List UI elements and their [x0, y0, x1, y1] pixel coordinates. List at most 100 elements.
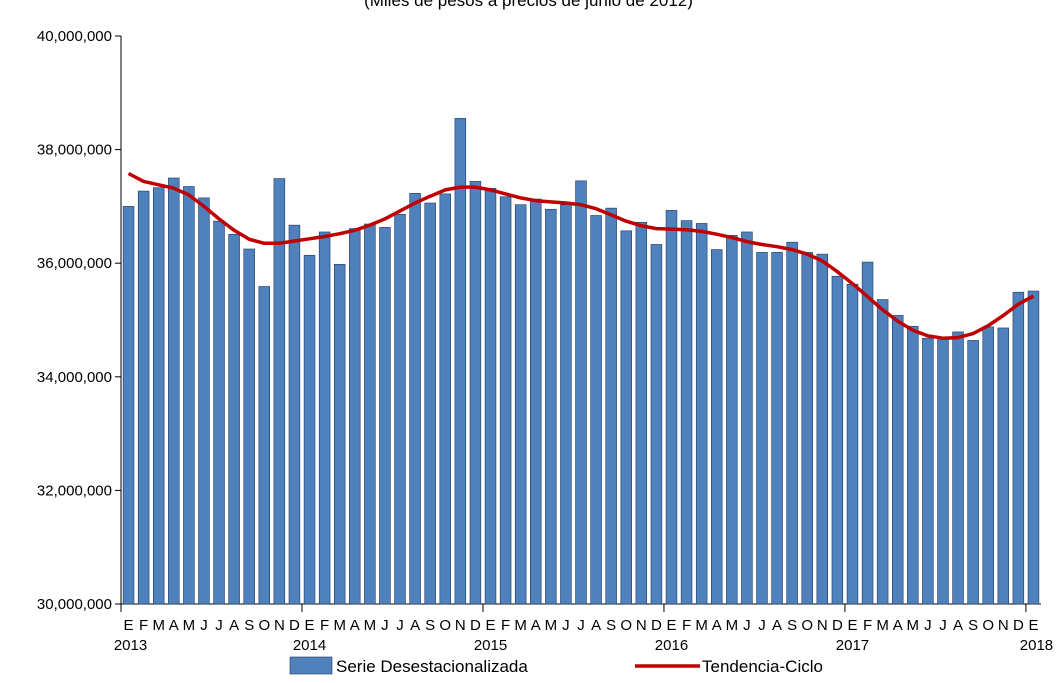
month-tick-label: E [124, 617, 134, 634]
bar [695, 223, 708, 605]
bar [545, 208, 557, 605]
bar [228, 233, 240, 605]
bar [137, 190, 150, 605]
month-tick-label: J [577, 617, 585, 634]
month-tick-label: S [968, 617, 978, 634]
month-tick-label: M [695, 617, 708, 634]
month-tick-label: A [953, 617, 963, 634]
bar [1027, 290, 1040, 605]
bar [680, 220, 693, 605]
month-tick-label: A [410, 617, 420, 634]
bar [967, 340, 979, 605]
month-tick-label: E [847, 617, 857, 634]
year-tick-label: 2018 [1020, 637, 1053, 654]
month-tick-label: F [501, 617, 510, 634]
bar [741, 231, 753, 605]
month-tick-label: N [817, 617, 828, 634]
month-tick-label: A [772, 617, 782, 634]
bar [243, 248, 255, 605]
month-tick-label: J [396, 617, 404, 634]
month-tick-label: D [470, 617, 481, 634]
bar [424, 202, 436, 605]
month-tick-label: J [939, 617, 947, 634]
month-tick-label: J [200, 617, 208, 634]
bar [439, 193, 451, 605]
bar [183, 186, 195, 605]
month-tick-label: J [562, 617, 570, 634]
bar [605, 207, 617, 605]
bar [861, 261, 874, 605]
month-tick-label: N [274, 617, 285, 634]
bar [454, 118, 467, 605]
year-tick-label: 2017 [836, 637, 869, 654]
y-tick-label: 34,000,000 [37, 369, 112, 386]
month-tick-label: J [215, 617, 223, 634]
bar [303, 254, 316, 605]
month-tick-label: E [305, 617, 315, 634]
bar [726, 235, 738, 605]
month-tick-label: O [801, 617, 813, 634]
bar [937, 337, 949, 605]
month-tick-label: O [620, 617, 632, 634]
month-tick-label: M [876, 617, 889, 634]
bar [590, 215, 602, 605]
month-tick-label: S [425, 617, 435, 634]
bar [394, 214, 406, 605]
month-tick-label: E [486, 617, 496, 634]
bar [786, 241, 798, 605]
bar [258, 286, 271, 605]
month-tick-label: A [531, 617, 541, 634]
month-tick-label: M [152, 617, 165, 634]
month-tick-label: F [682, 617, 691, 634]
bar [801, 252, 813, 605]
legend-label-bars: Serie Desestacionalizada [336, 657, 528, 676]
bar [198, 197, 210, 605]
bar [575, 180, 587, 605]
month-tick-label: N [636, 617, 647, 634]
bar [635, 222, 648, 605]
month-tick-label: F [139, 617, 148, 634]
trend-series [127, 171, 1035, 340]
month-tick-label: M [726, 617, 739, 634]
month-tick-label: M [183, 617, 196, 634]
month-tick-label: J [743, 617, 751, 634]
bar [771, 252, 783, 605]
month-tick-label: A [350, 617, 360, 634]
bar [982, 326, 994, 605]
bar [379, 227, 391, 605]
month-tick-label: A [893, 617, 903, 634]
bar [364, 223, 376, 605]
month-tick-label: D [651, 617, 662, 634]
month-tick-label: N [455, 617, 466, 634]
bar [816, 253, 829, 605]
bar [514, 204, 527, 605]
bar [168, 177, 180, 605]
month-tick-label: J [381, 617, 389, 634]
bar [349, 228, 361, 605]
month-tick-label: D [1013, 617, 1024, 634]
month-tick-label: E [1028, 617, 1038, 634]
month-tick-label: M [333, 617, 346, 634]
month-tick-label: S [787, 617, 797, 634]
month-tick-label: J [758, 617, 766, 634]
bar [318, 231, 331, 605]
bar [499, 196, 512, 605]
month-tick-label: F [863, 617, 872, 634]
month-tick-label: O [439, 617, 451, 634]
bar [469, 181, 482, 605]
year-tick-label: 2013 [114, 637, 147, 654]
month-tick-label: O [982, 617, 994, 634]
bar [213, 220, 225, 605]
bar [846, 283, 859, 605]
month-tick-label: S [606, 617, 616, 634]
bar [650, 244, 663, 605]
bar [831, 275, 844, 605]
year-tick-label: 2014 [293, 637, 326, 654]
bar-series [122, 118, 1040, 605]
bar [122, 206, 135, 605]
month-tick-label: M [364, 617, 377, 634]
y-tick-label: 32,000,000 [37, 482, 112, 499]
trend-line [127, 171, 1035, 340]
y-tick-label: 40,000,000 [37, 28, 112, 45]
